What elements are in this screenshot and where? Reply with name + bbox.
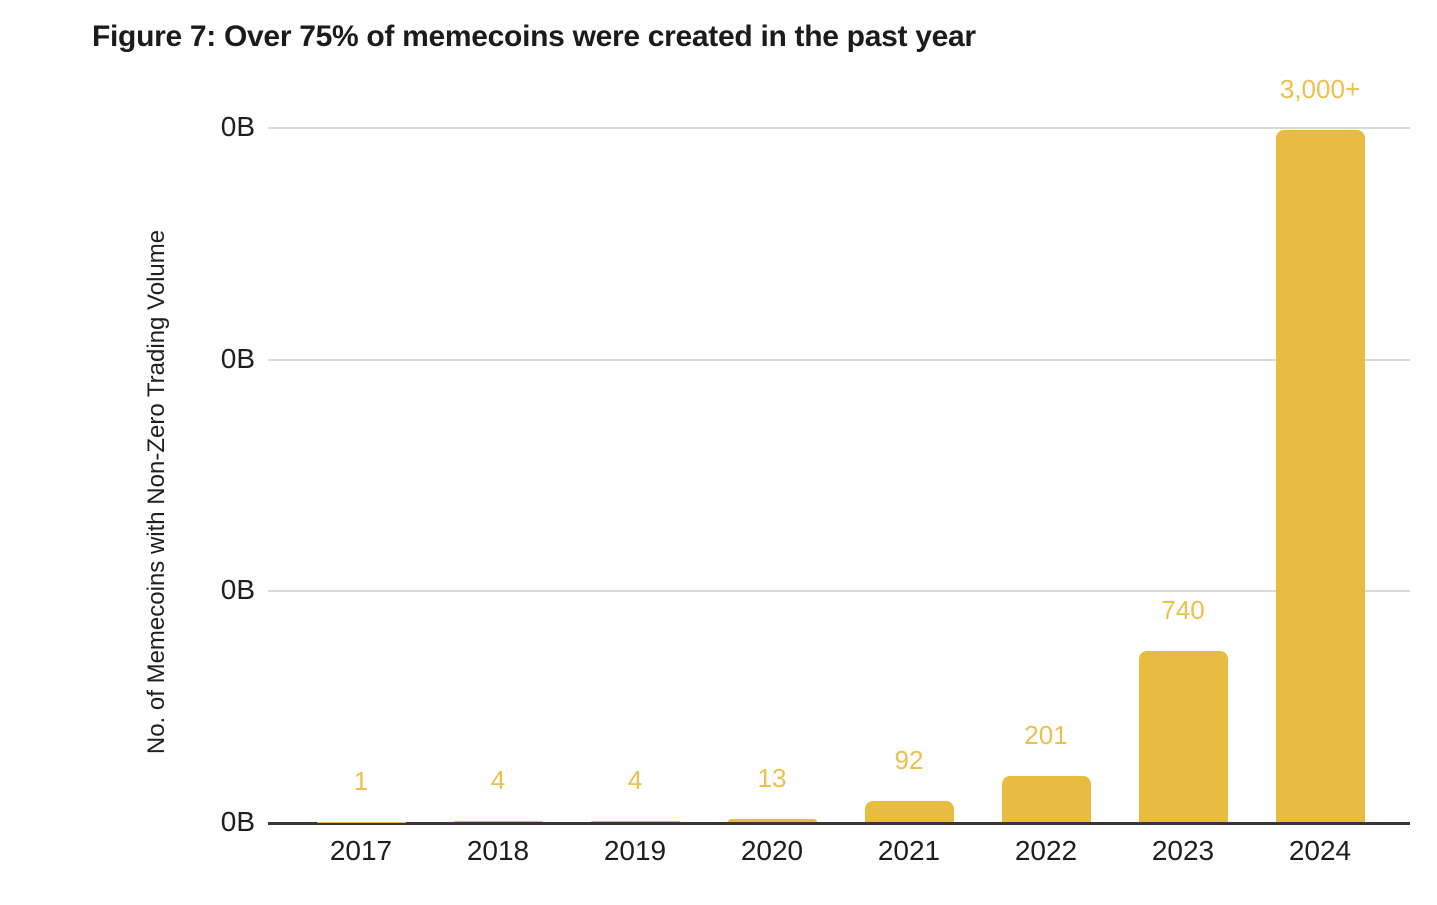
bar-value-label: 201 (1024, 719, 1068, 750)
x-axis-label-2022: 2022 (1014, 835, 1078, 866)
bar-2023 (1138, 651, 1228, 822)
y-tick-label: 0B (220, 806, 255, 837)
x-axis-label-2018: 2018 (466, 835, 530, 866)
gridline (268, 127, 1410, 129)
bar-2020 (727, 819, 817, 822)
x-axis-label-2023: 2023 (1151, 835, 1215, 866)
bar-2021 (864, 800, 954, 822)
bar-2022 (1001, 775, 1091, 822)
x-axis-label-2019: 2019 (603, 835, 667, 866)
bar-value-label: 3,000+ (1279, 74, 1361, 104)
bar-2018 (453, 821, 543, 822)
gridline (268, 358, 1410, 361)
gridline (268, 590, 1410, 593)
bar-2024 (1275, 130, 1365, 822)
bar-value-label: 4 (627, 765, 643, 796)
y-tick-label: 0B (220, 342, 255, 374)
x-axis-label-2024: 2024 (1288, 835, 1352, 866)
chart-plot-area: 1 4 4 13 92 201 740 3,000+ (268, 76, 1410, 825)
y-tick-label: 0B (220, 111, 255, 142)
figure-caption: Figure 7: Over 75% of memecoins were cre… (92, 20, 976, 53)
bar-value-label: 13 (757, 763, 787, 794)
bar-value-label: 740 (1161, 595, 1205, 626)
x-axis-label-2017: 2017 (329, 835, 393, 866)
bar-value-label: 4 (490, 765, 506, 796)
x-axis-label-2020: 2020 (740, 835, 804, 866)
x-axis-label-2021: 2021 (877, 835, 941, 866)
bar-value-label: 1 (353, 765, 369, 796)
y-axis-title: No. of Memecoins with Non-Zero Trading V… (143, 229, 170, 755)
y-tick-label: 0B (220, 574, 255, 606)
bar-value-label: 92 (894, 744, 924, 775)
bar-2019 (590, 821, 680, 822)
